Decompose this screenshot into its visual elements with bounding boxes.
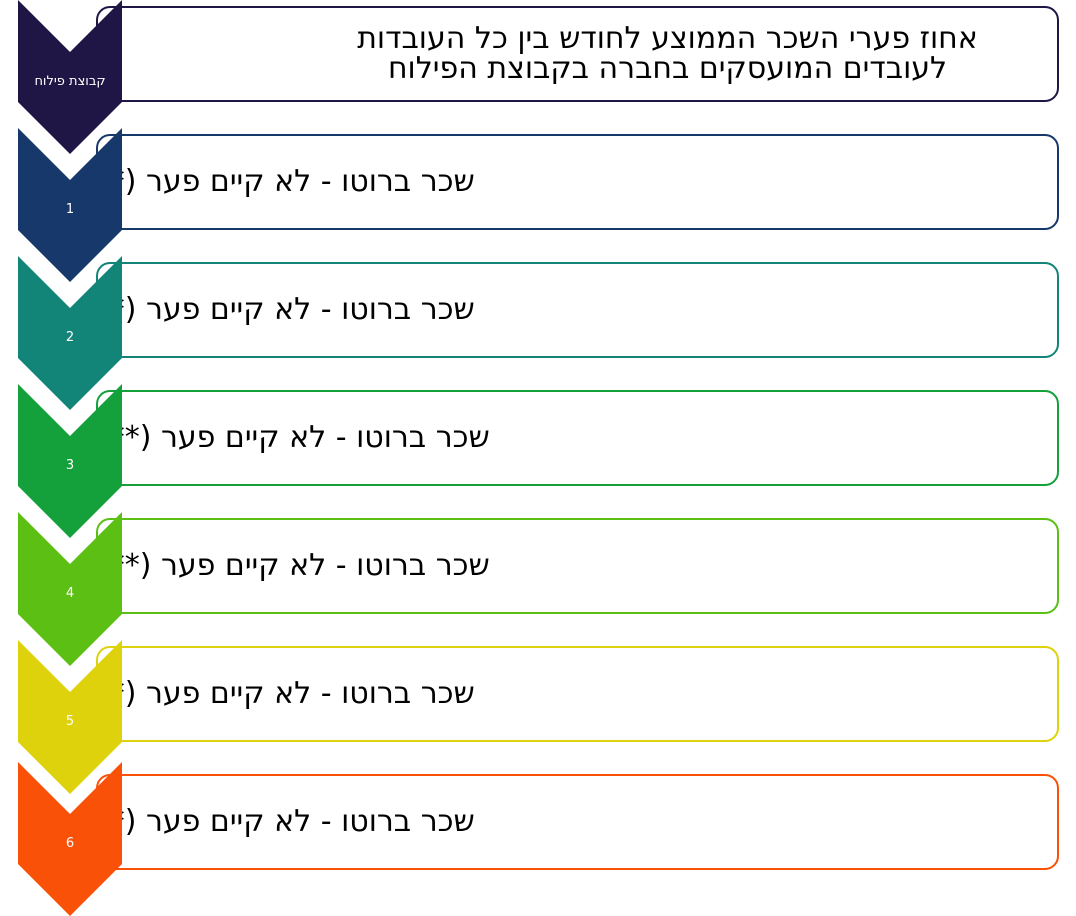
- row-box-3: שכר ברוטו - לא קיים פער (**): [96, 390, 1059, 486]
- header-chevron-shape: [18, 0, 122, 154]
- row-box-5: שכר ברוטו - לא קיים פער (*): [96, 646, 1059, 742]
- row-label-6: 6: [65, 836, 75, 851]
- row-chevron-shape-2: [18, 256, 122, 410]
- header-chevron: [18, 0, 122, 154]
- row-chevron-shape-4: [18, 512, 122, 666]
- header-title-line2: לעובדים המועסקים בחברה בקבוצת הפילוח: [387, 51, 948, 86]
- row-label-4: 4: [65, 586, 75, 601]
- row-text-4: שכר ברוטו - לא קיים פער (**): [98, 548, 490, 583]
- row-box-1: שכר ברוטו - לא קיים פער (*): [96, 134, 1059, 230]
- row-chevron-2: [18, 256, 122, 410]
- row-text-1: שכר ברוטו - לא קיים פער (*): [98, 164, 475, 199]
- row-chevron-3: [18, 384, 122, 538]
- header-title: אחוז פערי השכר הממוצע לחודש בין כל העובד…: [357, 24, 978, 84]
- row-chevron-shape-6: [18, 762, 122, 916]
- row-chevron-shape-3: [18, 384, 122, 538]
- row-text-6: שכר ברוטו - לא קיים פער (*): [98, 804, 475, 839]
- row-chevron-shape-5: [18, 640, 122, 794]
- row-label-3: 3: [65, 458, 75, 473]
- header-title-line1: אחוז פערי השכר הממוצע לחודש בין כל העובד…: [357, 21, 978, 56]
- row-label-2: 2: [65, 330, 75, 345]
- row-chevron-4: [18, 512, 122, 666]
- header-chevron-label: קבוצת פילוח: [34, 74, 106, 89]
- header-box: אחוז פערי השכר הממוצע לחודש בין כל העובד…: [96, 6, 1059, 102]
- row-chevron-6: [18, 762, 122, 916]
- row-text-2: שכר ברוטו - לא קיים פער (*): [98, 292, 475, 327]
- row-text-3: שכר ברוטו - לא קיים פער (**): [98, 420, 490, 455]
- row-box-6: שכר ברוטו - לא קיים פער (*): [96, 774, 1059, 870]
- row-box-4: שכר ברוטו - לא קיים פער (**): [96, 518, 1059, 614]
- row-chevron-5: [18, 640, 122, 794]
- row-label-1: 1: [65, 202, 75, 217]
- row-text-5: שכר ברוטו - לא קיים פער (*): [98, 676, 475, 711]
- row-label-5: 5: [65, 714, 75, 729]
- row-chevron-shape-1: [18, 128, 122, 282]
- row-chevron-1: [18, 128, 122, 282]
- row-box-2: שכר ברוטו - לא קיים פער (*): [96, 262, 1059, 358]
